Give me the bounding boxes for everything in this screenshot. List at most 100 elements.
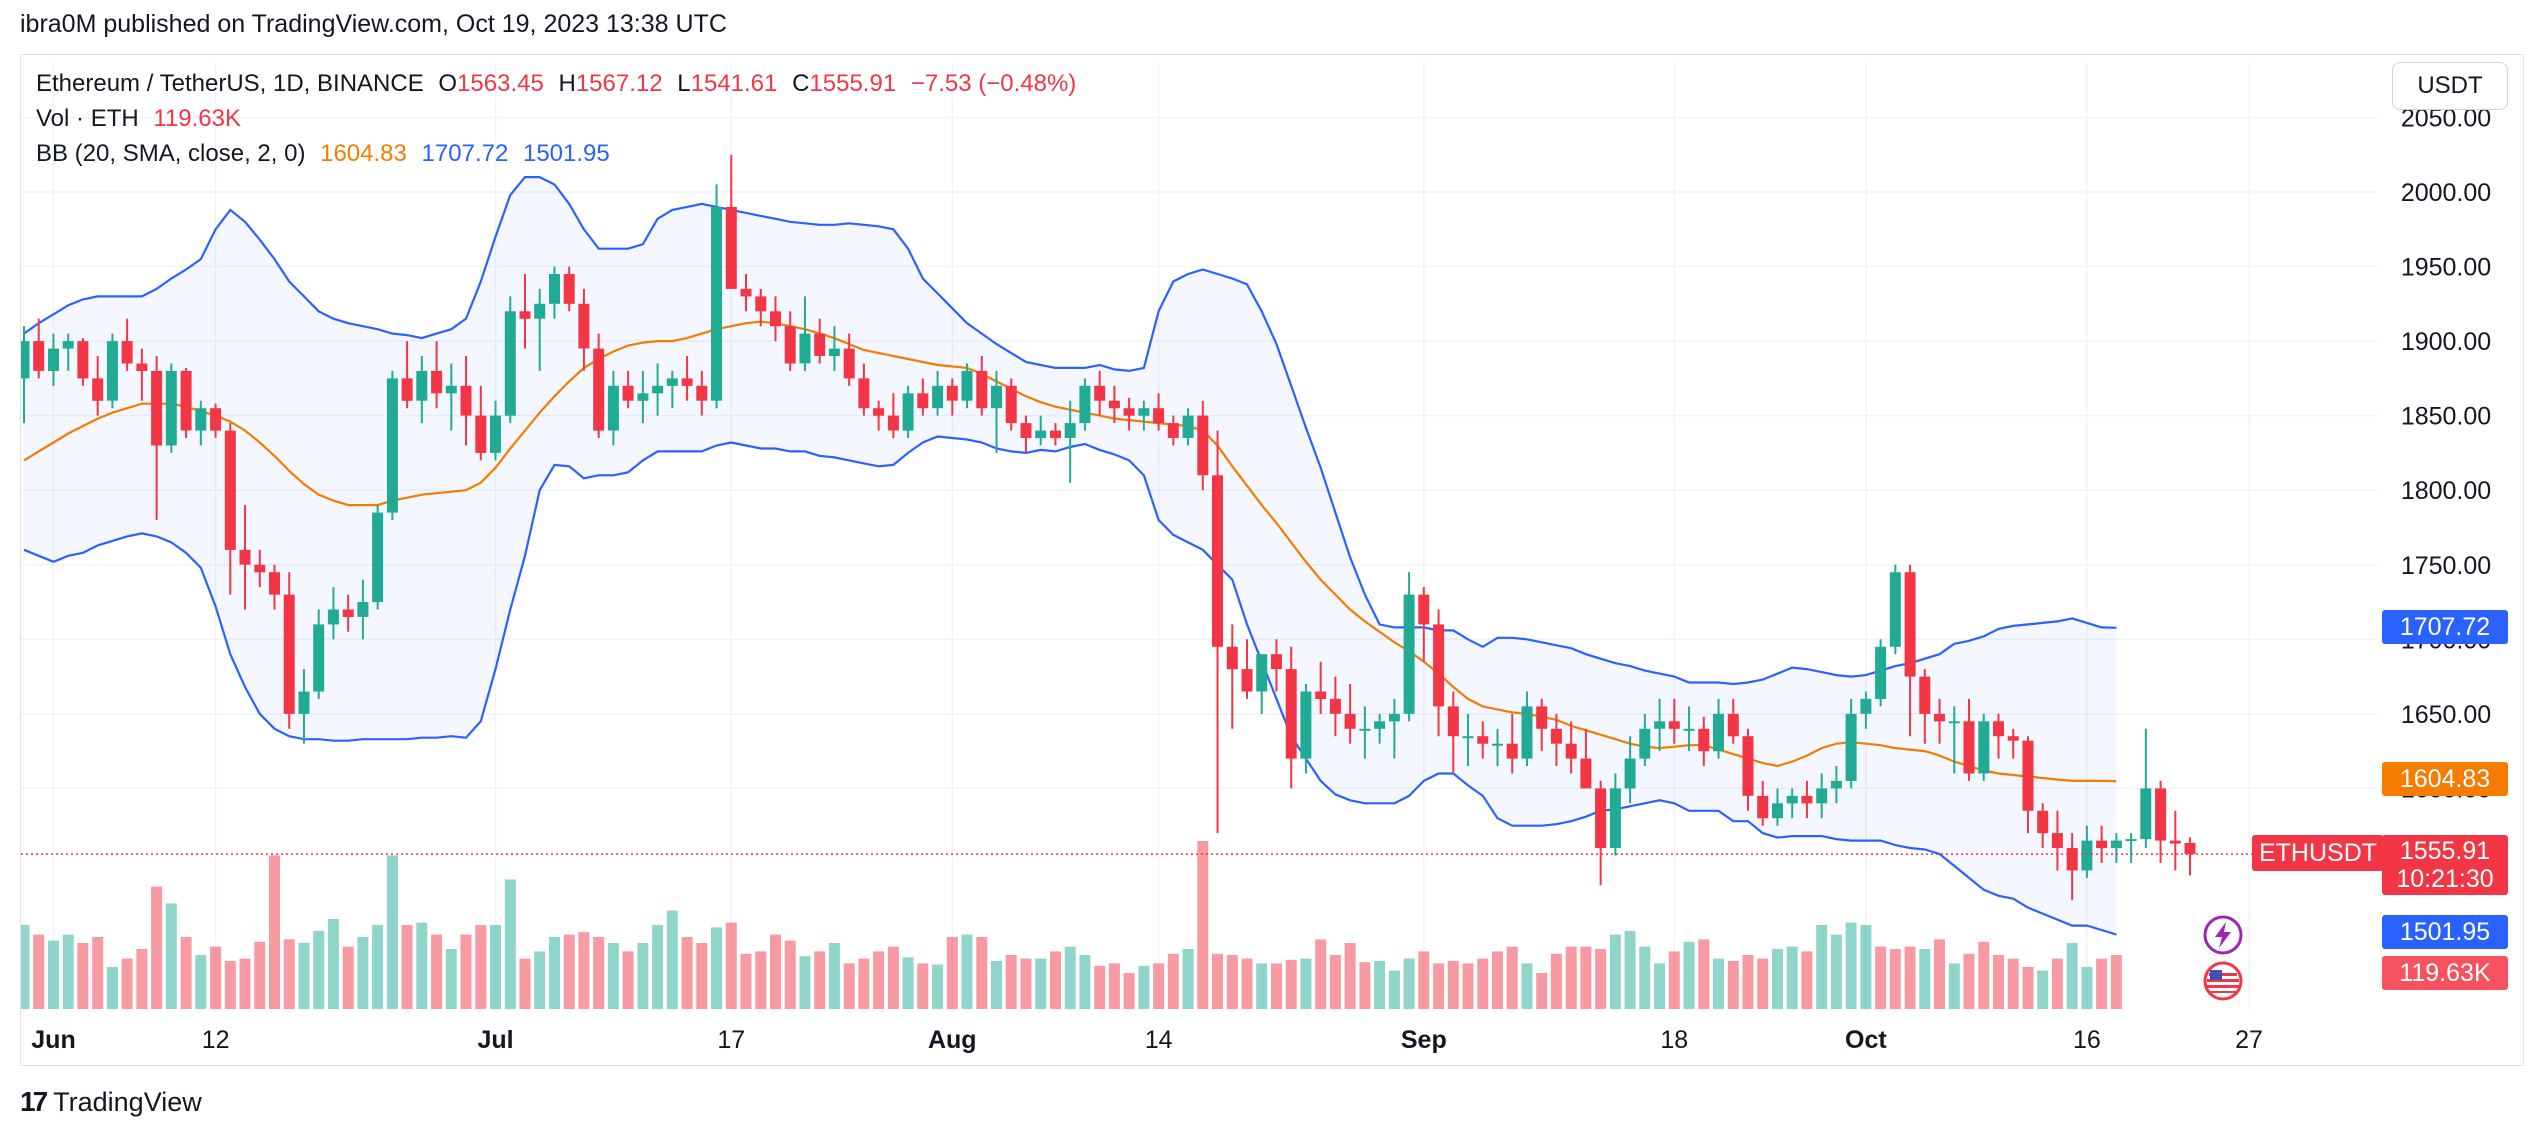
time-axis[interactable]: Jun 12 Jul 17 Aug 14 Sep 18 Oct 16 27 — [31, 1026, 2263, 1054]
x-tick-label: Jun — [31, 1026, 75, 1054]
volume-bar — [490, 925, 501, 1009]
candle — [1889, 564, 1901, 655]
candle — [976, 356, 988, 416]
volume-bar — [1300, 958, 1312, 1009]
legend-bb-label[interactable]: BB (20, SMA, close, 2, 0) — [36, 140, 306, 167]
candle — [887, 393, 899, 438]
candle — [1757, 780, 1769, 826]
candle — [1226, 624, 1238, 729]
volume-bar — [504, 879, 516, 1009]
y-tick-label: 1750.00 — [2401, 552, 2491, 580]
volume-bar — [725, 922, 737, 1009]
candle — [180, 367, 192, 438]
volume-bar — [696, 943, 708, 1009]
candle — [283, 572, 295, 729]
lightning-icon[interactable] — [2202, 914, 2244, 956]
candle — [637, 370, 649, 424]
candle — [1595, 780, 1607, 886]
candle — [593, 333, 605, 438]
volume-bar — [932, 964, 944, 1009]
legend-symbol-row: Ethereum / TetherUS, 1D, BINANCE O1563.4… — [36, 70, 1084, 98]
volume-bar — [1271, 963, 1282, 1009]
volume-bar — [106, 967, 118, 1009]
candle — [1860, 691, 1872, 729]
candle — [342, 594, 354, 632]
candle — [1005, 378, 1017, 431]
volume-bar — [1315, 939, 1327, 1009]
candle — [77, 338, 89, 386]
volume-bar — [1506, 946, 1518, 1009]
candle — [1477, 721, 1489, 759]
volume-bar — [681, 937, 693, 1009]
legend-volume-row: Vol · ETH 119.63K — [36, 105, 249, 133]
candle — [1167, 415, 1179, 446]
volume-bar — [1993, 955, 2004, 1009]
volume-bar — [814, 951, 826, 1009]
volume-bar — [519, 958, 531, 1009]
x-tick-label: 27 — [2235, 1026, 2263, 1054]
volume-bar — [666, 910, 678, 1009]
candle — [2140, 728, 2152, 848]
candle — [2081, 825, 2093, 878]
bb-band-fill — [24, 177, 2117, 935]
volume-bar — [755, 951, 767, 1009]
volume-bar — [165, 903, 177, 1009]
candle — [1845, 698, 1857, 789]
volume-bar — [1374, 961, 1386, 1009]
volume-bar — [1786, 946, 1798, 1009]
candle — [1035, 415, 1047, 446]
volume-bar — [946, 937, 958, 1009]
candle — [401, 341, 413, 409]
y-tick-label: 1650.00 — [2401, 701, 2491, 729]
legend-close: 1555.91 — [809, 70, 897, 97]
candle — [1816, 773, 1828, 819]
volume-bar — [386, 855, 398, 1009]
volume-bar — [637, 943, 649, 1009]
price-axis[interactable]: 2050.002000.001950.001900.001850.001800.… — [2401, 104, 2491, 803]
candle — [725, 154, 737, 289]
legend-close-label: C — [792, 70, 810, 97]
candle — [1285, 646, 1297, 789]
volume-bar — [1639, 946, 1651, 1009]
candle — [1462, 713, 1474, 766]
volume-bar — [1889, 949, 1901, 1009]
legend-symbol[interactable]: Ethereum / TetherUS, 1D, BINANCE — [36, 70, 424, 97]
legend-vol-label[interactable]: Vol · ETH — [36, 105, 139, 132]
candle — [490, 400, 501, 461]
candle — [48, 333, 59, 386]
volume-bar — [873, 951, 885, 1009]
volume-bar — [1079, 955, 1091, 1009]
currency-button[interactable]: USDT — [2392, 62, 2508, 110]
y-tick-label: 1950.00 — [2401, 254, 2491, 282]
volume-bar — [1521, 963, 1533, 1009]
candle — [1433, 609, 1445, 737]
volume-bars — [21, 841, 2122, 1009]
y-tick-label: 1900.00 — [2401, 328, 2491, 356]
volume-bar — [1654, 963, 1666, 1009]
volume-bar — [2051, 958, 2063, 1009]
volume-bar — [1904, 946, 1916, 1009]
candle — [784, 311, 796, 371]
legend-bb-basis: 1604.83 — [320, 140, 407, 167]
volume-bar — [902, 957, 914, 1009]
candle — [1064, 400, 1076, 483]
symbol-tag[interactable]: ETHUSDT — [2252, 835, 2384, 871]
us-flag-icon[interactable] — [2202, 960, 2244, 1002]
volume-bar — [48, 940, 59, 1009]
candle — [1654, 698, 1666, 752]
candle — [416, 356, 428, 424]
candle — [1609, 773, 1621, 856]
volume-bar — [1020, 958, 1032, 1009]
volume-bar — [1123, 973, 1135, 1009]
volume-bar — [136, 949, 148, 1009]
footer-brand[interactable]: 17 TradingView — [20, 1086, 202, 1118]
volume-bar — [460, 934, 472, 1009]
candle — [445, 363, 457, 431]
candle — [1418, 587, 1430, 662]
bb-basis-tag: 1604.83 — [2382, 762, 2508, 796]
volume-bar — [210, 946, 222, 1009]
volume-bar — [445, 949, 457, 1009]
volume-bar — [342, 946, 354, 1009]
volume-bar — [1801, 951, 1813, 1009]
